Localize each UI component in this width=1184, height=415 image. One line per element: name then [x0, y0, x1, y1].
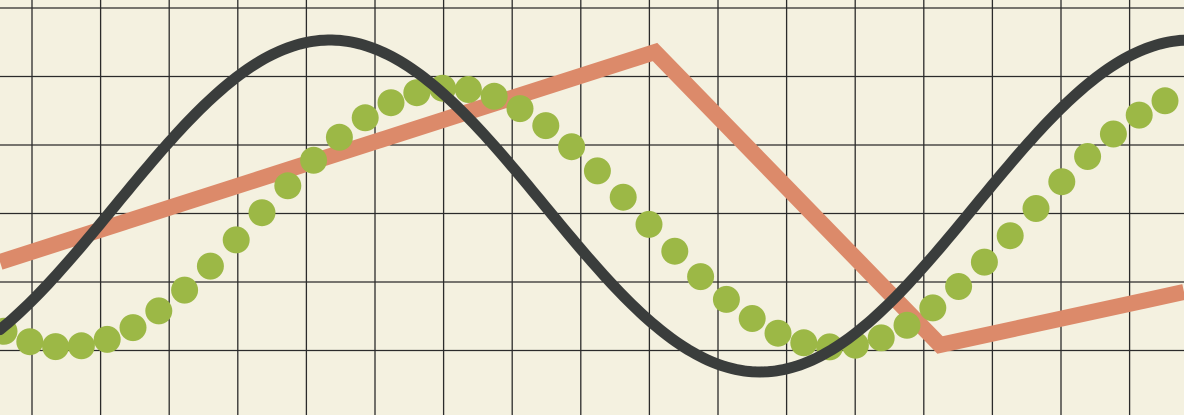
green-dot: [919, 294, 947, 322]
green-dot: [325, 123, 353, 151]
green-dot: [945, 273, 973, 300]
green-dot: [403, 79, 431, 107]
green-dot: [222, 226, 250, 254]
green-dot: [480, 82, 508, 110]
green-dot: [454, 76, 482, 103]
green-dot: [248, 199, 276, 227]
green-dot: [970, 248, 998, 276]
green-dot: [687, 263, 715, 291]
green-dot: [506, 95, 534, 123]
salmon-zigzag-line: [0, 42, 1184, 354]
green-dot: [661, 237, 689, 265]
green-dot: [171, 276, 199, 304]
green-dot: [738, 305, 766, 332]
green-dot: [790, 329, 818, 357]
green-dot: [583, 157, 611, 185]
green-dot: [867, 324, 895, 352]
green-dot: [1074, 143, 1102, 170]
green-dot: [351, 104, 379, 132]
green-dot: [996, 222, 1024, 250]
green-dot: [377, 89, 405, 117]
green-dot: [635, 210, 663, 238]
green-dot: [1022, 195, 1050, 222]
green-dot: [16, 328, 44, 356]
dark-sine-wave: [0, 34, 1184, 378]
green-dot: [893, 311, 921, 339]
green-dot: [1099, 120, 1127, 148]
green-dot: [532, 112, 560, 140]
green-dot: [764, 319, 792, 347]
green-dot: [712, 285, 740, 313]
green-dot: [42, 333, 70, 361]
green-dot: [1151, 87, 1179, 115]
green-dot: [145, 297, 173, 325]
green-dot: [1125, 101, 1153, 129]
green-dot: [300, 146, 328, 174]
green-dot: [67, 332, 95, 360]
green-dot: [609, 183, 637, 211]
green-dot: [93, 325, 121, 353]
green-dot: [558, 133, 586, 161]
green-dot: [1048, 168, 1076, 196]
green-dot: [274, 172, 302, 200]
green-dot: [196, 252, 224, 280]
green-dot: [119, 314, 147, 342]
green-dotted-wave: [0, 74, 1179, 361]
